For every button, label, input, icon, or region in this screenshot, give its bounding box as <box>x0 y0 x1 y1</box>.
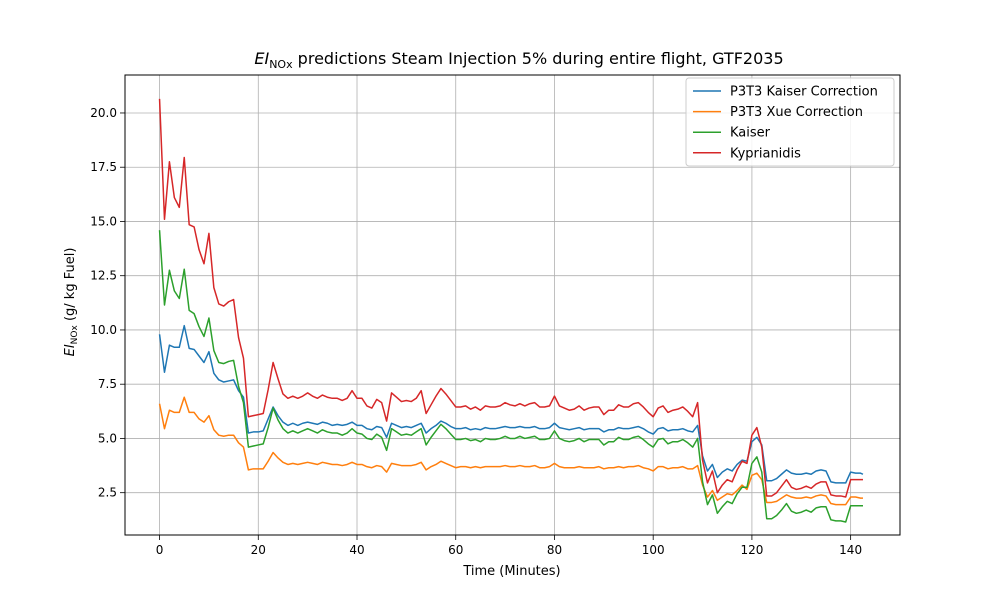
x-axis-ticks: 0 20 40 60 80 100 120 140 <box>156 535 862 557</box>
ylabel-subscript: NOx <box>70 325 80 345</box>
ylabel-rest: (g/ kg Fuel) <box>63 248 78 326</box>
legend-label: Kyprianidis <box>730 146 801 161</box>
legend-label: P3T3 Kaiser Correction <box>730 85 878 100</box>
y-tick-label: 12.5 <box>90 269 117 283</box>
y-tick-label: 15.0 <box>90 214 117 228</box>
title-prefix: EI <box>254 49 269 68</box>
legend-label: Kaiser <box>730 126 771 141</box>
ylabel-prefix: EI <box>63 344 78 356</box>
plot-frame <box>124 74 901 536</box>
x-tick-label: 120 <box>740 543 763 557</box>
y-tick-label: 20.0 <box>90 106 117 120</box>
title-subscript: NOx <box>269 58 293 71</box>
y-axis-label: EINOx (g/ kg Fuel) <box>63 248 80 357</box>
chart-title: EINOx predictions Steam Injection 5% dur… <box>254 49 783 71</box>
x-tick-label: 60 <box>448 543 463 557</box>
x-axis-label: Time (Minutes) <box>462 564 560 579</box>
x-tick-label: 140 <box>839 543 862 557</box>
legend: P3T3 Kaiser Correction P3T3 Xue Correctio… <box>685 77 895 167</box>
series-line-kaiser <box>158 230 863 523</box>
x-tick-label: 20 <box>251 543 266 557</box>
y-tick-label: 7.5 <box>98 377 117 391</box>
x-tick-label: 80 <box>547 543 562 557</box>
x-tick-label: 40 <box>349 543 364 557</box>
legend-label: P3T3 Xue Correction <box>730 105 863 120</box>
y-tick-label: 5.0 <box>98 431 117 445</box>
y-axis-ticks: 2.5 5.0 7.5 10.0 12.5 15.0 17.5 20.0 <box>90 106 125 500</box>
title-rest: predictions Steam Injection 5% during en… <box>293 49 784 68</box>
x-tick-label: 0 <box>156 543 164 557</box>
series-line-p3t3-xue-correction <box>158 396 863 506</box>
series-lines <box>158 98 864 523</box>
x-tick-label: 100 <box>642 543 665 557</box>
y-tick-label: 17.5 <box>90 160 117 174</box>
y-tick-label: 2.5 <box>98 486 117 500</box>
series-line-kyprianidis <box>158 98 863 498</box>
grid <box>125 75 900 535</box>
legend-box <box>685 77 895 167</box>
legend-items: P3T3 Kaiser Correction P3T3 Xue Correctio… <box>693 85 878 161</box>
y-tick-label: 10.0 <box>90 323 117 337</box>
